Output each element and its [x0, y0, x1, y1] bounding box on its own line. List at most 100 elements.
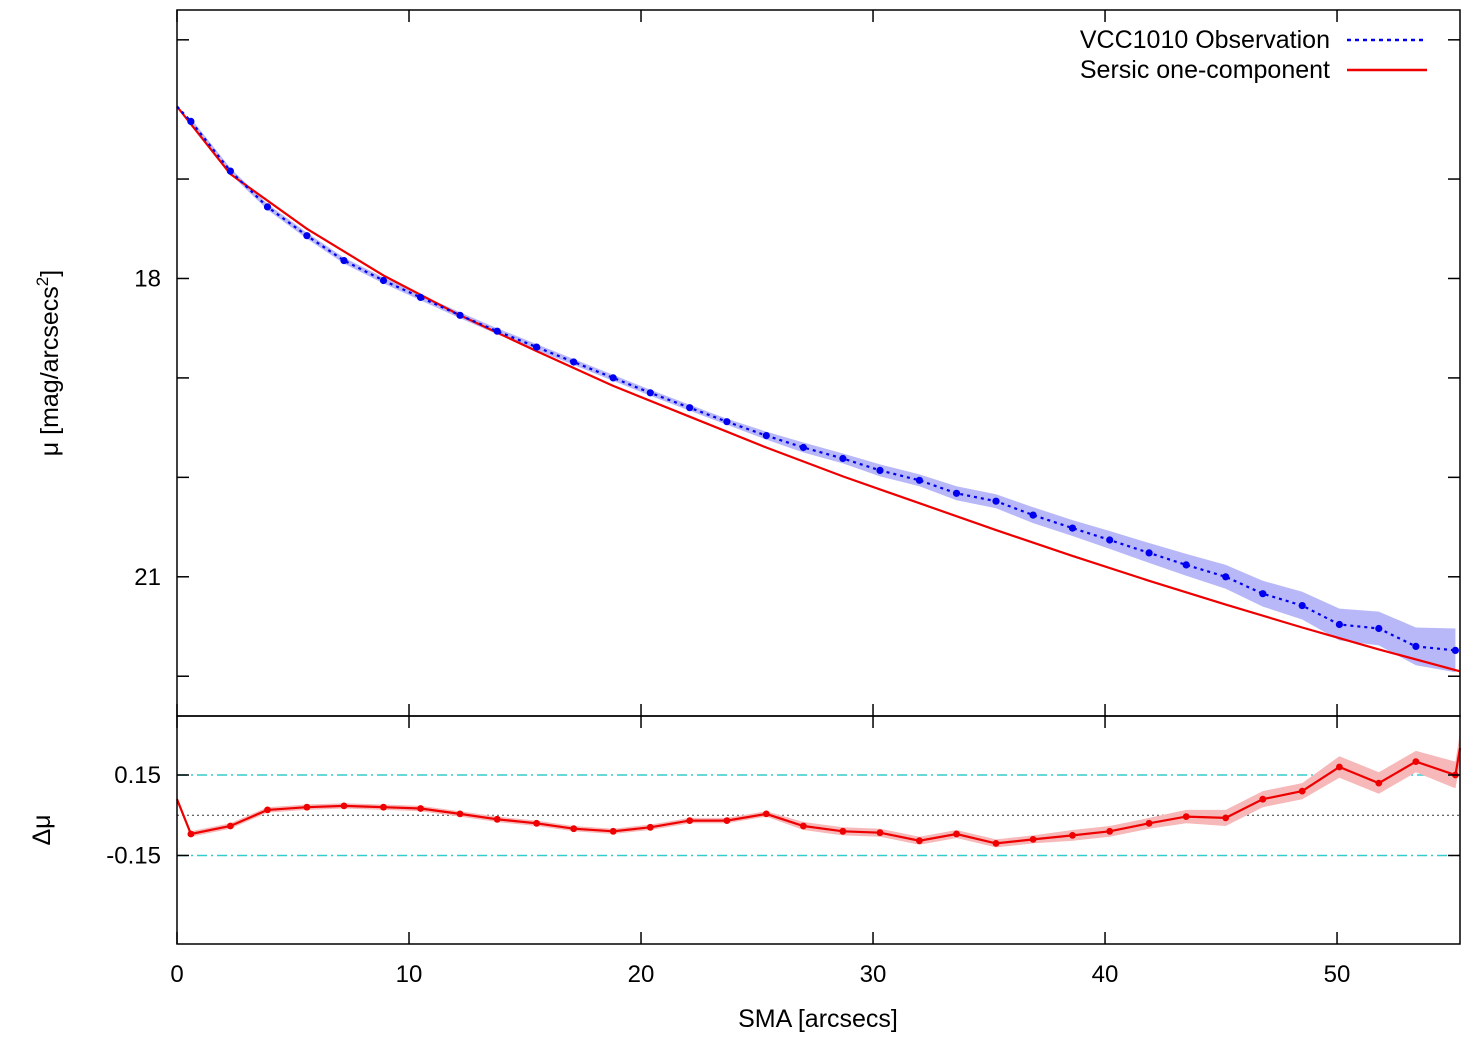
residual-point [609, 827, 617, 835]
residual-polyline [175, 748, 1462, 845]
observation-point [456, 311, 464, 319]
residual-point [1259, 795, 1267, 803]
residual-point [227, 822, 234, 830]
observation-point [646, 389, 654, 397]
residual-point [839, 827, 847, 835]
x-tick-label: 50 [1324, 961, 1351, 988]
observation-band-area [190, 118, 1456, 673]
observation-line [176, 105, 1456, 652]
observation-point [799, 443, 808, 452]
residual-axis-ticks: 0.15 -0.15 0 10 20 30 40 50 [106, 716, 1460, 988]
observation-point [1068, 524, 1077, 532]
observation-point [1375, 624, 1383, 633]
residual-point [456, 810, 464, 818]
residual-band-area [177, 732, 1460, 848]
y-tick-label: 21 [134, 564, 161, 591]
observation-point [1106, 536, 1114, 544]
residual-point [646, 823, 654, 831]
residual-point [187, 830, 195, 838]
observation-point [340, 257, 348, 265]
residual-point [1106, 827, 1114, 835]
observation-point [187, 117, 195, 125]
observation-point [762, 432, 770, 440]
residual-point [876, 829, 884, 837]
residual-point [1069, 832, 1076, 839]
profile-lines [176, 105, 1461, 673]
residual-point [1182, 813, 1190, 820]
residual-point [380, 803, 387, 811]
residual-point [303, 803, 311, 811]
observation-point [609, 374, 617, 382]
observation-point [263, 203, 272, 211]
residual-panel: 0.15 -0.15 0 10 20 30 40 50 Δμ SMA [arcsecs] [28, 715, 1462, 1033]
residual-y-tick-label: 0.15 [114, 762, 161, 789]
residual-points [187, 758, 1459, 847]
legend: VCC1010 Observation Sersic one-component [1080, 26, 1427, 84]
observation-point [1335, 620, 1343, 629]
observation-point [1298, 602, 1306, 610]
observation-point [533, 343, 541, 351]
residual-error-band [177, 732, 1460, 848]
observation-point [915, 476, 924, 484]
observation-point [379, 276, 388, 285]
residual-point [1222, 814, 1230, 822]
residual-y-axis-label: Δμ [28, 814, 56, 845]
observation-points [187, 117, 1459, 655]
residual-point [1145, 819, 1153, 827]
residual-point [1029, 836, 1037, 843]
observation-point [1145, 549, 1153, 557]
residual-point [493, 815, 501, 823]
y-tick-label: 18 [134, 265, 161, 292]
residual-point [723, 817, 731, 824]
legend-label-observation: VCC1010 Observation [1080, 26, 1330, 54]
residual-line [175, 748, 1462, 845]
observation-point [723, 418, 731, 426]
residual-reference-lines [177, 774, 1460, 857]
observation-point [493, 327, 501, 335]
residual-point [417, 805, 424, 812]
observation-point [303, 232, 311, 240]
observation-point [1451, 646, 1459, 655]
observation-point [686, 404, 694, 412]
residual-point [800, 822, 807, 830]
residual-point [762, 810, 770, 818]
observation-point [570, 358, 578, 366]
x-tick-label: 0 [170, 961, 183, 988]
residual-point [570, 825, 578, 833]
residual-point [340, 802, 348, 810]
observation-point [1222, 573, 1230, 581]
residual-point [686, 817, 694, 824]
profile-y-axis-label: μ [mag/arcsecs2] [33, 270, 64, 456]
residual-plot-frame [176, 715, 1461, 945]
residual-point [1298, 787, 1306, 795]
residual-point [264, 806, 271, 814]
residual-point [533, 819, 540, 827]
observation-point [1029, 511, 1037, 519]
residual-point [1375, 779, 1383, 787]
observation-point [1259, 590, 1267, 598]
x-tick-label: 40 [1092, 961, 1119, 988]
residual-point [992, 840, 1000, 847]
observation-point [226, 167, 234, 175]
observation-point [417, 293, 425, 301]
residual-point [916, 837, 923, 845]
x-tick-label: 20 [628, 961, 655, 988]
profile-plot-frame [176, 9, 1461, 717]
legend-label-sersic: Sersic one-component [1080, 56, 1330, 84]
residual-y-tick-label: -0.15 [106, 842, 161, 869]
x-tick-label: 10 [396, 961, 423, 988]
x-tick-label: 30 [860, 961, 887, 988]
observation-point [839, 454, 847, 463]
observation-error-band [190, 118, 1456, 673]
x-axis-label: SMA [arcsecs] [738, 1005, 898, 1033]
residual-point [1412, 758, 1420, 765]
residual-point [1336, 763, 1343, 771]
sersic-model-line [176, 105, 1461, 673]
observation-point [1412, 642, 1420, 651]
observation-point [992, 497, 1000, 505]
observation-point [876, 466, 884, 474]
residual-point [953, 830, 960, 838]
